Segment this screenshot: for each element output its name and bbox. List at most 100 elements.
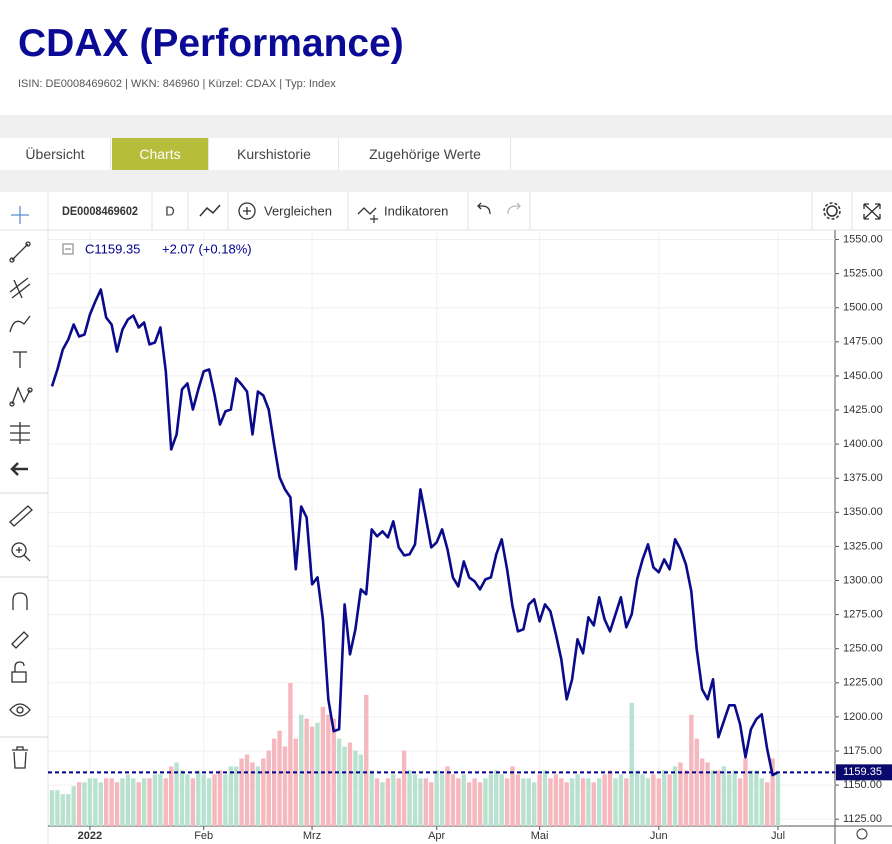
volume-bar <box>450 774 456 826</box>
volume-bar <box>531 782 537 826</box>
volume-bar <box>748 770 754 826</box>
volume-bar <box>759 778 764 826</box>
volume-bar <box>141 778 147 826</box>
volume-bar <box>103 778 109 826</box>
volume-bar <box>282 746 288 826</box>
tab[interactable]: Übersicht <box>0 138 111 170</box>
y-tick-label: 1425.00 <box>843 404 883 416</box>
price-line <box>50 288 779 777</box>
volume-bar <box>699 758 705 826</box>
volume-bar <box>526 778 531 826</box>
volume-bar <box>569 778 575 826</box>
y-tick-label: 1300.00 <box>843 574 883 586</box>
y-tick-label: 1375.00 <box>843 472 883 484</box>
volume-bar <box>542 770 548 826</box>
y-tick-label: 1525.00 <box>843 268 883 280</box>
volume-bar <box>537 774 542 826</box>
y-tick-label: 1125.00 <box>843 813 882 825</box>
y-tick-label: 1275.00 <box>843 609 883 621</box>
interval[interactable]: D <box>165 203 174 218</box>
volume-bar <box>374 778 380 826</box>
volume-bar <box>293 738 299 826</box>
settings-icon[interactable] <box>856 828 868 840</box>
volume-bar <box>396 778 401 826</box>
page-title: CDAX (Performance) <box>18 22 404 65</box>
x-tick-label: Mrz <box>303 830 321 842</box>
last-price-label: 1159.35 <box>843 766 882 778</box>
volume-bar <box>239 758 244 826</box>
tab[interactable]: Zugehörige Werte <box>340 138 511 170</box>
volume-bar <box>694 738 699 826</box>
volume-bar <box>521 778 526 826</box>
volume-bar <box>662 770 667 826</box>
y-tick-label: 1250.00 <box>843 643 883 655</box>
volume-bar <box>347 742 353 826</box>
volume-bar <box>369 770 374 826</box>
volume-bar <box>586 778 591 826</box>
volume-bar <box>174 762 179 826</box>
volume-bar <box>82 782 87 826</box>
volume-bar <box>678 762 683 826</box>
volume-bar <box>721 766 727 826</box>
volume-bar <box>597 778 602 826</box>
volume-bar <box>488 774 494 826</box>
y-tick-label: 1550.00 <box>843 233 883 245</box>
volume-bar <box>109 778 114 826</box>
legend-change: +2.07 (+0.18%) <box>162 241 252 256</box>
volume-bar <box>466 782 472 826</box>
volume-bar <box>737 778 743 826</box>
grid <box>48 230 835 826</box>
volume-bar <box>407 770 412 826</box>
volume-bar <box>55 790 60 826</box>
volume-bar <box>575 774 580 826</box>
tab-active[interactable]: Charts <box>112 138 209 170</box>
volume-bar <box>456 778 461 826</box>
volume-bar <box>401 750 407 826</box>
volume-bar <box>445 766 450 826</box>
volume-bar <box>331 718 336 826</box>
volume-bar <box>223 774 228 826</box>
volume-bar <box>304 718 309 826</box>
volume-bar <box>705 762 710 826</box>
volume-bar <box>152 774 158 826</box>
symbol[interactable]: DE0008469602 <box>62 204 138 218</box>
volume-bar <box>683 770 689 826</box>
x-tick-label: 2022 <box>78 830 102 842</box>
tab[interactable]: Kurshistorie <box>210 138 339 170</box>
volume-bar <box>217 770 223 826</box>
last-price-tag <box>836 764 892 781</box>
volume-bar <box>163 778 168 826</box>
volume-bar <box>179 770 185 826</box>
volume-bar <box>158 774 163 826</box>
volume-bar <box>418 778 423 826</box>
volume-bar <box>364 694 369 826</box>
legend-close: C1159.35 <box>85 241 140 256</box>
volume-bar <box>423 778 429 826</box>
x-tick-label: Jul <box>771 830 785 842</box>
volume-bar <box>764 782 770 826</box>
volume-bar <box>196 770 201 826</box>
volume-bar <box>770 758 775 826</box>
compare-button[interactable]: Vergleichen <box>264 203 332 218</box>
volume-bar <box>510 766 515 826</box>
volume-bar <box>672 766 678 826</box>
volume-bar <box>618 774 624 826</box>
volume-bar <box>71 786 76 826</box>
volume-bar <box>656 778 662 826</box>
volume-bar <box>114 782 120 826</box>
volume-bar <box>190 778 196 826</box>
volume-bar <box>299 714 304 826</box>
volume-bar <box>461 774 466 826</box>
volume-bar <box>315 722 320 826</box>
volume-bar <box>629 702 634 826</box>
volume-bar <box>358 754 364 826</box>
volume-bar <box>591 782 596 826</box>
volume-bar <box>429 782 434 826</box>
volume-bar <box>727 774 732 826</box>
toolbar <box>0 192 892 844</box>
volume-bar <box>477 782 483 826</box>
volume-bar <box>640 774 645 826</box>
indicators-button[interactable]: Indikatoren <box>384 203 448 218</box>
volume-bar <box>136 782 141 826</box>
